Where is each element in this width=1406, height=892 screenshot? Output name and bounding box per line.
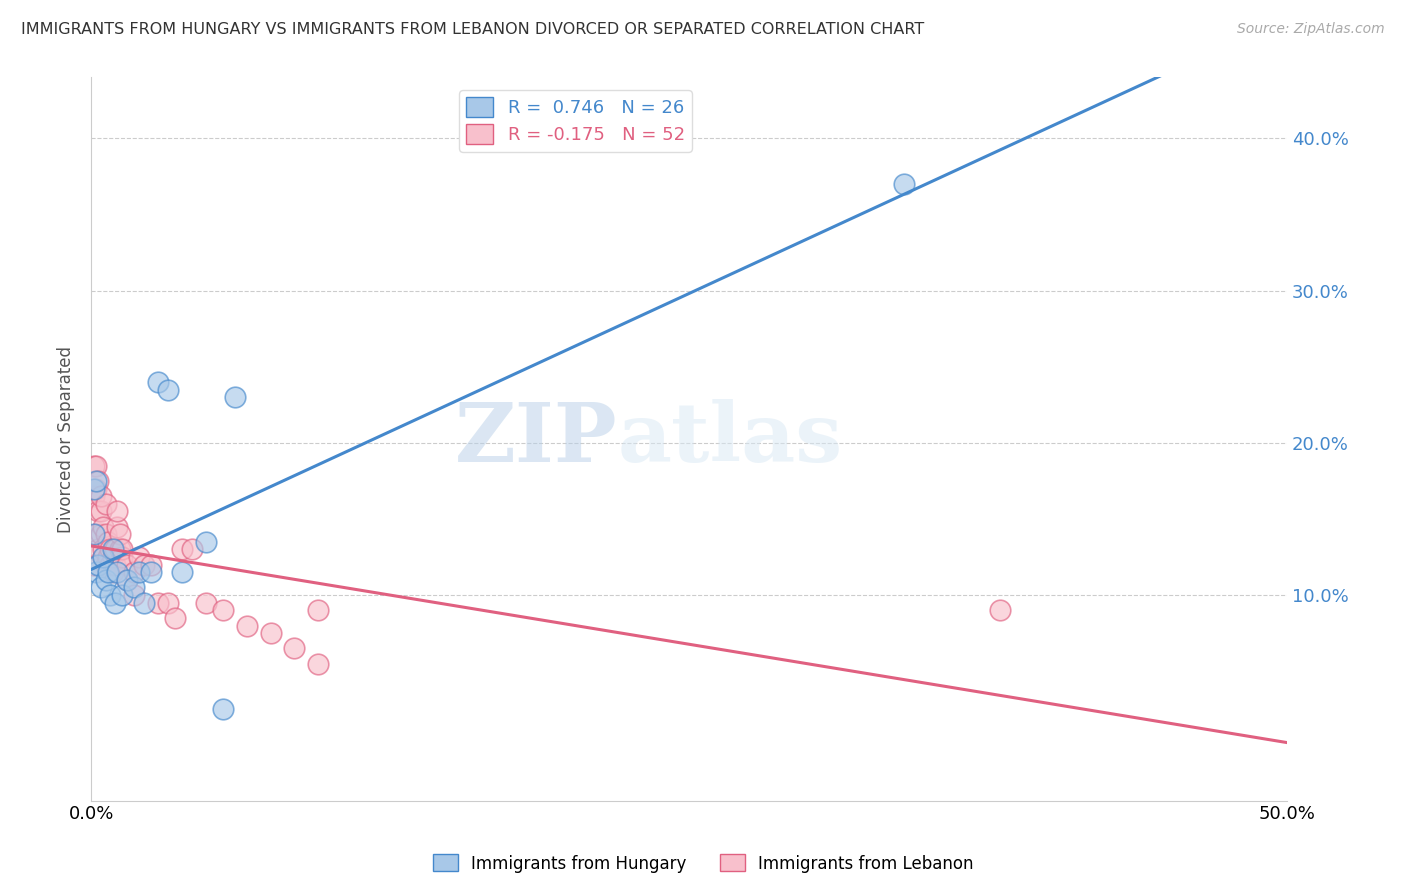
Point	[111, 588, 134, 602]
Point	[307, 657, 329, 671]
Point	[115, 573, 138, 587]
Legend: Immigrants from Hungary, Immigrants from Lebanon: Immigrants from Hungary, Immigrants from…	[426, 847, 980, 880]
Point	[83, 489, 105, 503]
Point	[101, 549, 124, 564]
Point	[211, 702, 233, 716]
Point	[235, 618, 257, 632]
Point	[90, 581, 112, 595]
Text: IMMIGRANTS FROM HUNGARY VS IMMIGRANTS FROM LEBANON DIVORCED OR SEPARATED CORRELA: IMMIGRANTS FROM HUNGARY VS IMMIGRANTS FR…	[21, 22, 924, 37]
Point	[108, 527, 131, 541]
Point	[94, 573, 117, 587]
Text: Source: ZipAtlas.com: Source: ZipAtlas.com	[1237, 22, 1385, 37]
Point	[107, 519, 129, 533]
Point	[97, 549, 120, 564]
Text: atlas: atlas	[617, 399, 842, 479]
Point	[83, 558, 105, 572]
Point	[84, 474, 107, 488]
Point	[84, 482, 107, 496]
Point	[108, 542, 131, 557]
Point	[104, 558, 127, 572]
Point	[115, 573, 138, 587]
Y-axis label: Divorced or Separated: Divorced or Separated	[58, 345, 75, 533]
Point	[87, 558, 110, 572]
Point	[90, 489, 112, 503]
Point	[988, 603, 1011, 617]
Point	[122, 581, 145, 595]
Point	[115, 558, 138, 572]
Point	[107, 566, 129, 580]
Point	[122, 588, 145, 602]
Point	[97, 566, 120, 580]
Point	[163, 611, 186, 625]
Point	[146, 375, 169, 389]
Point	[94, 527, 117, 541]
Point	[211, 603, 233, 617]
Point	[139, 558, 162, 572]
Point	[111, 542, 134, 557]
Point	[283, 641, 305, 656]
Point	[98, 588, 121, 602]
Point	[104, 542, 127, 557]
Point	[259, 626, 281, 640]
Point	[91, 542, 114, 557]
Point	[132, 596, 155, 610]
Point	[87, 474, 110, 488]
Point	[194, 534, 217, 549]
Point	[180, 542, 202, 557]
Point	[87, 542, 110, 557]
Point	[83, 482, 105, 496]
Point	[91, 549, 114, 564]
Point	[83, 527, 105, 541]
Point	[194, 596, 217, 610]
Point	[128, 566, 150, 580]
Point	[307, 603, 329, 617]
Text: ZIP: ZIP	[454, 399, 617, 479]
Point	[83, 458, 105, 473]
Point	[90, 527, 112, 541]
Point	[87, 504, 110, 518]
Point	[139, 566, 162, 580]
Point	[224, 390, 246, 404]
Point	[132, 558, 155, 572]
Point	[156, 596, 179, 610]
Point	[84, 566, 107, 580]
Point	[893, 177, 915, 191]
Point	[101, 542, 124, 557]
Point	[101, 566, 124, 580]
Point	[94, 558, 117, 572]
Point	[146, 596, 169, 610]
Point	[111, 549, 134, 564]
Point	[170, 542, 193, 557]
Point	[170, 566, 193, 580]
Point	[91, 549, 114, 564]
Legend: R =  0.746   N = 26, R = -0.175   N = 52: R = 0.746 N = 26, R = -0.175 N = 52	[458, 90, 692, 152]
Point	[97, 534, 120, 549]
Point	[128, 549, 150, 564]
Point	[91, 519, 114, 533]
Point	[107, 504, 129, 518]
Point	[122, 566, 145, 580]
Point	[90, 504, 112, 518]
Point	[104, 596, 127, 610]
Point	[98, 558, 121, 572]
Point	[94, 497, 117, 511]
Point	[156, 383, 179, 397]
Point	[98, 542, 121, 557]
Point	[84, 527, 107, 541]
Point	[84, 458, 107, 473]
